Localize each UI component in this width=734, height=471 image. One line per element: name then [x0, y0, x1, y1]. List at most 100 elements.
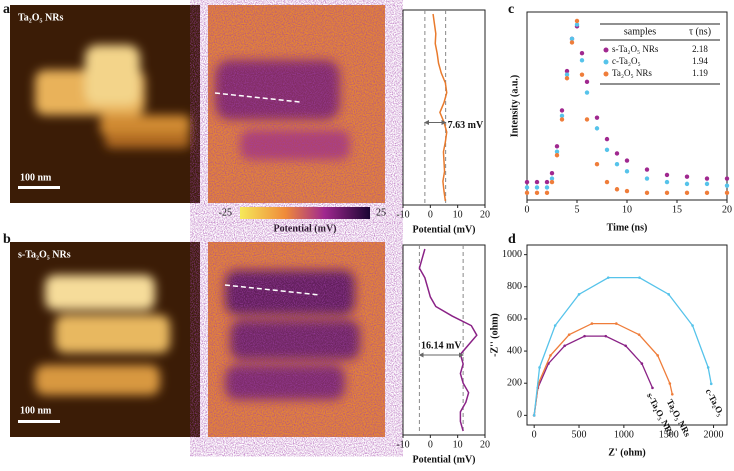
y-tick-label: 800: [507, 281, 522, 292]
data-point: [664, 179, 670, 185]
legend-label: c-Ta₂O₅: [612, 56, 641, 66]
data-point: [538, 366, 541, 369]
series-line: [533, 335, 654, 416]
legend-marker: [603, 71, 609, 77]
tau-value: 1.19: [692, 68, 708, 78]
x-tick-label: 1000: [614, 429, 634, 440]
annotation: 16.14 mV: [421, 340, 462, 351]
panel-label: b: [3, 232, 11, 247]
data-point: [554, 153, 560, 158]
x-tick-label: 0: [525, 204, 530, 215]
plot-frame: [402, 9, 486, 206]
x-tick-label: -10: [396, 209, 409, 220]
scale-label: 100 nm: [20, 405, 52, 416]
y-tick-label: 600: [507, 313, 522, 324]
data-point: [564, 72, 570, 77]
panel-label: c: [508, 2, 514, 17]
data-point: [574, 18, 580, 24]
data-point: [664, 190, 670, 196]
series-line: [533, 322, 673, 416]
table-header: samples: [624, 26, 656, 37]
afm-image-a: [10, 5, 200, 203]
series-label: c-Ta₂O₅: [704, 387, 727, 418]
data-point: [549, 354, 552, 357]
kpfm-image-a: [208, 5, 385, 203]
x-tick-label: 20: [722, 204, 732, 215]
data-point: [584, 90, 590, 95]
data-point: [594, 161, 600, 167]
x-tick-label: 2000: [704, 429, 724, 440]
tau-value: 2.18: [692, 44, 708, 54]
data-point: [524, 190, 530, 196]
annotation: 7.63 mV: [448, 120, 484, 131]
data-point: [549, 176, 555, 181]
data-point: [644, 176, 650, 181]
x-tick-label: -10: [396, 439, 409, 450]
data-point: [544, 179, 550, 185]
data-point: [614, 161, 620, 167]
data-point: [637, 333, 641, 336]
panel-label: a: [3, 2, 10, 17]
data-point: [524, 185, 530, 190]
data-point: [567, 333, 571, 336]
data-point: [668, 382, 672, 385]
y-tick-label: 200: [507, 378, 522, 389]
legend-marker: [603, 47, 609, 53]
data-point: [549, 179, 555, 185]
data-point: [651, 386, 654, 390]
data-point: [544, 185, 550, 190]
data-point: [704, 181, 710, 187]
data-point: [604, 147, 610, 153]
panel-label: d: [508, 232, 516, 247]
plot-frame: [402, 244, 486, 436]
scale-bar: [18, 420, 60, 423]
data-point: [667, 293, 671, 296]
data-point: [604, 179, 610, 185]
scale-bar: [18, 186, 60, 189]
data-point: [709, 382, 713, 386]
data-point: [614, 151, 620, 156]
x-axis-label: Potential (mV): [412, 454, 475, 465]
data-point: [579, 50, 585, 56]
data-point: [554, 149, 560, 154]
data-point: [644, 190, 650, 196]
data-point: [624, 158, 630, 163]
image-label: s-Ta₂O₅ NRs: [18, 249, 71, 260]
data-point: [684, 174, 690, 179]
legend-label: s-Ta₂O₅ NRs: [612, 44, 659, 54]
x-tick-label: 0: [428, 439, 433, 450]
x-tick-label: 1500: [659, 429, 679, 440]
table-header: τ (ns): [689, 26, 711, 37]
data-point: [604, 136, 610, 142]
data-point: [684, 181, 690, 187]
data-point: [579, 72, 585, 77]
data-point: [704, 176, 710, 181]
legend-marker: [603, 59, 609, 65]
data-point: [684, 190, 690, 196]
y-axis-label: -Z'' (ohm): [489, 313, 500, 357]
data-point: [704, 190, 710, 196]
tau-value: 1.94: [692, 56, 708, 66]
data-point: [534, 185, 540, 190]
data-point: [534, 190, 540, 196]
x-tick-label: 0: [532, 429, 537, 440]
y-tick-label: 400: [507, 345, 522, 356]
data-point: [670, 393, 674, 396]
data-point: [624, 188, 630, 194]
image-label: Ta₂O₅ NRs: [18, 12, 63, 23]
legend-label: Ta₂O₅ NRs: [612, 68, 652, 78]
data-point: [564, 76, 570, 81]
data-point: [563, 344, 566, 348]
data-point: [614, 187, 620, 192]
data-point: [624, 169, 630, 174]
data-point: [569, 36, 575, 42]
data-point: [706, 366, 710, 369]
data-point: [724, 190, 730, 196]
data-point: [524, 179, 530, 185]
data-point: [569, 40, 575, 45]
data-point: [640, 362, 644, 365]
y-tick-label: 1000: [502, 249, 522, 260]
data-point: [554, 144, 560, 149]
y-tick-label: 0: [517, 410, 522, 421]
